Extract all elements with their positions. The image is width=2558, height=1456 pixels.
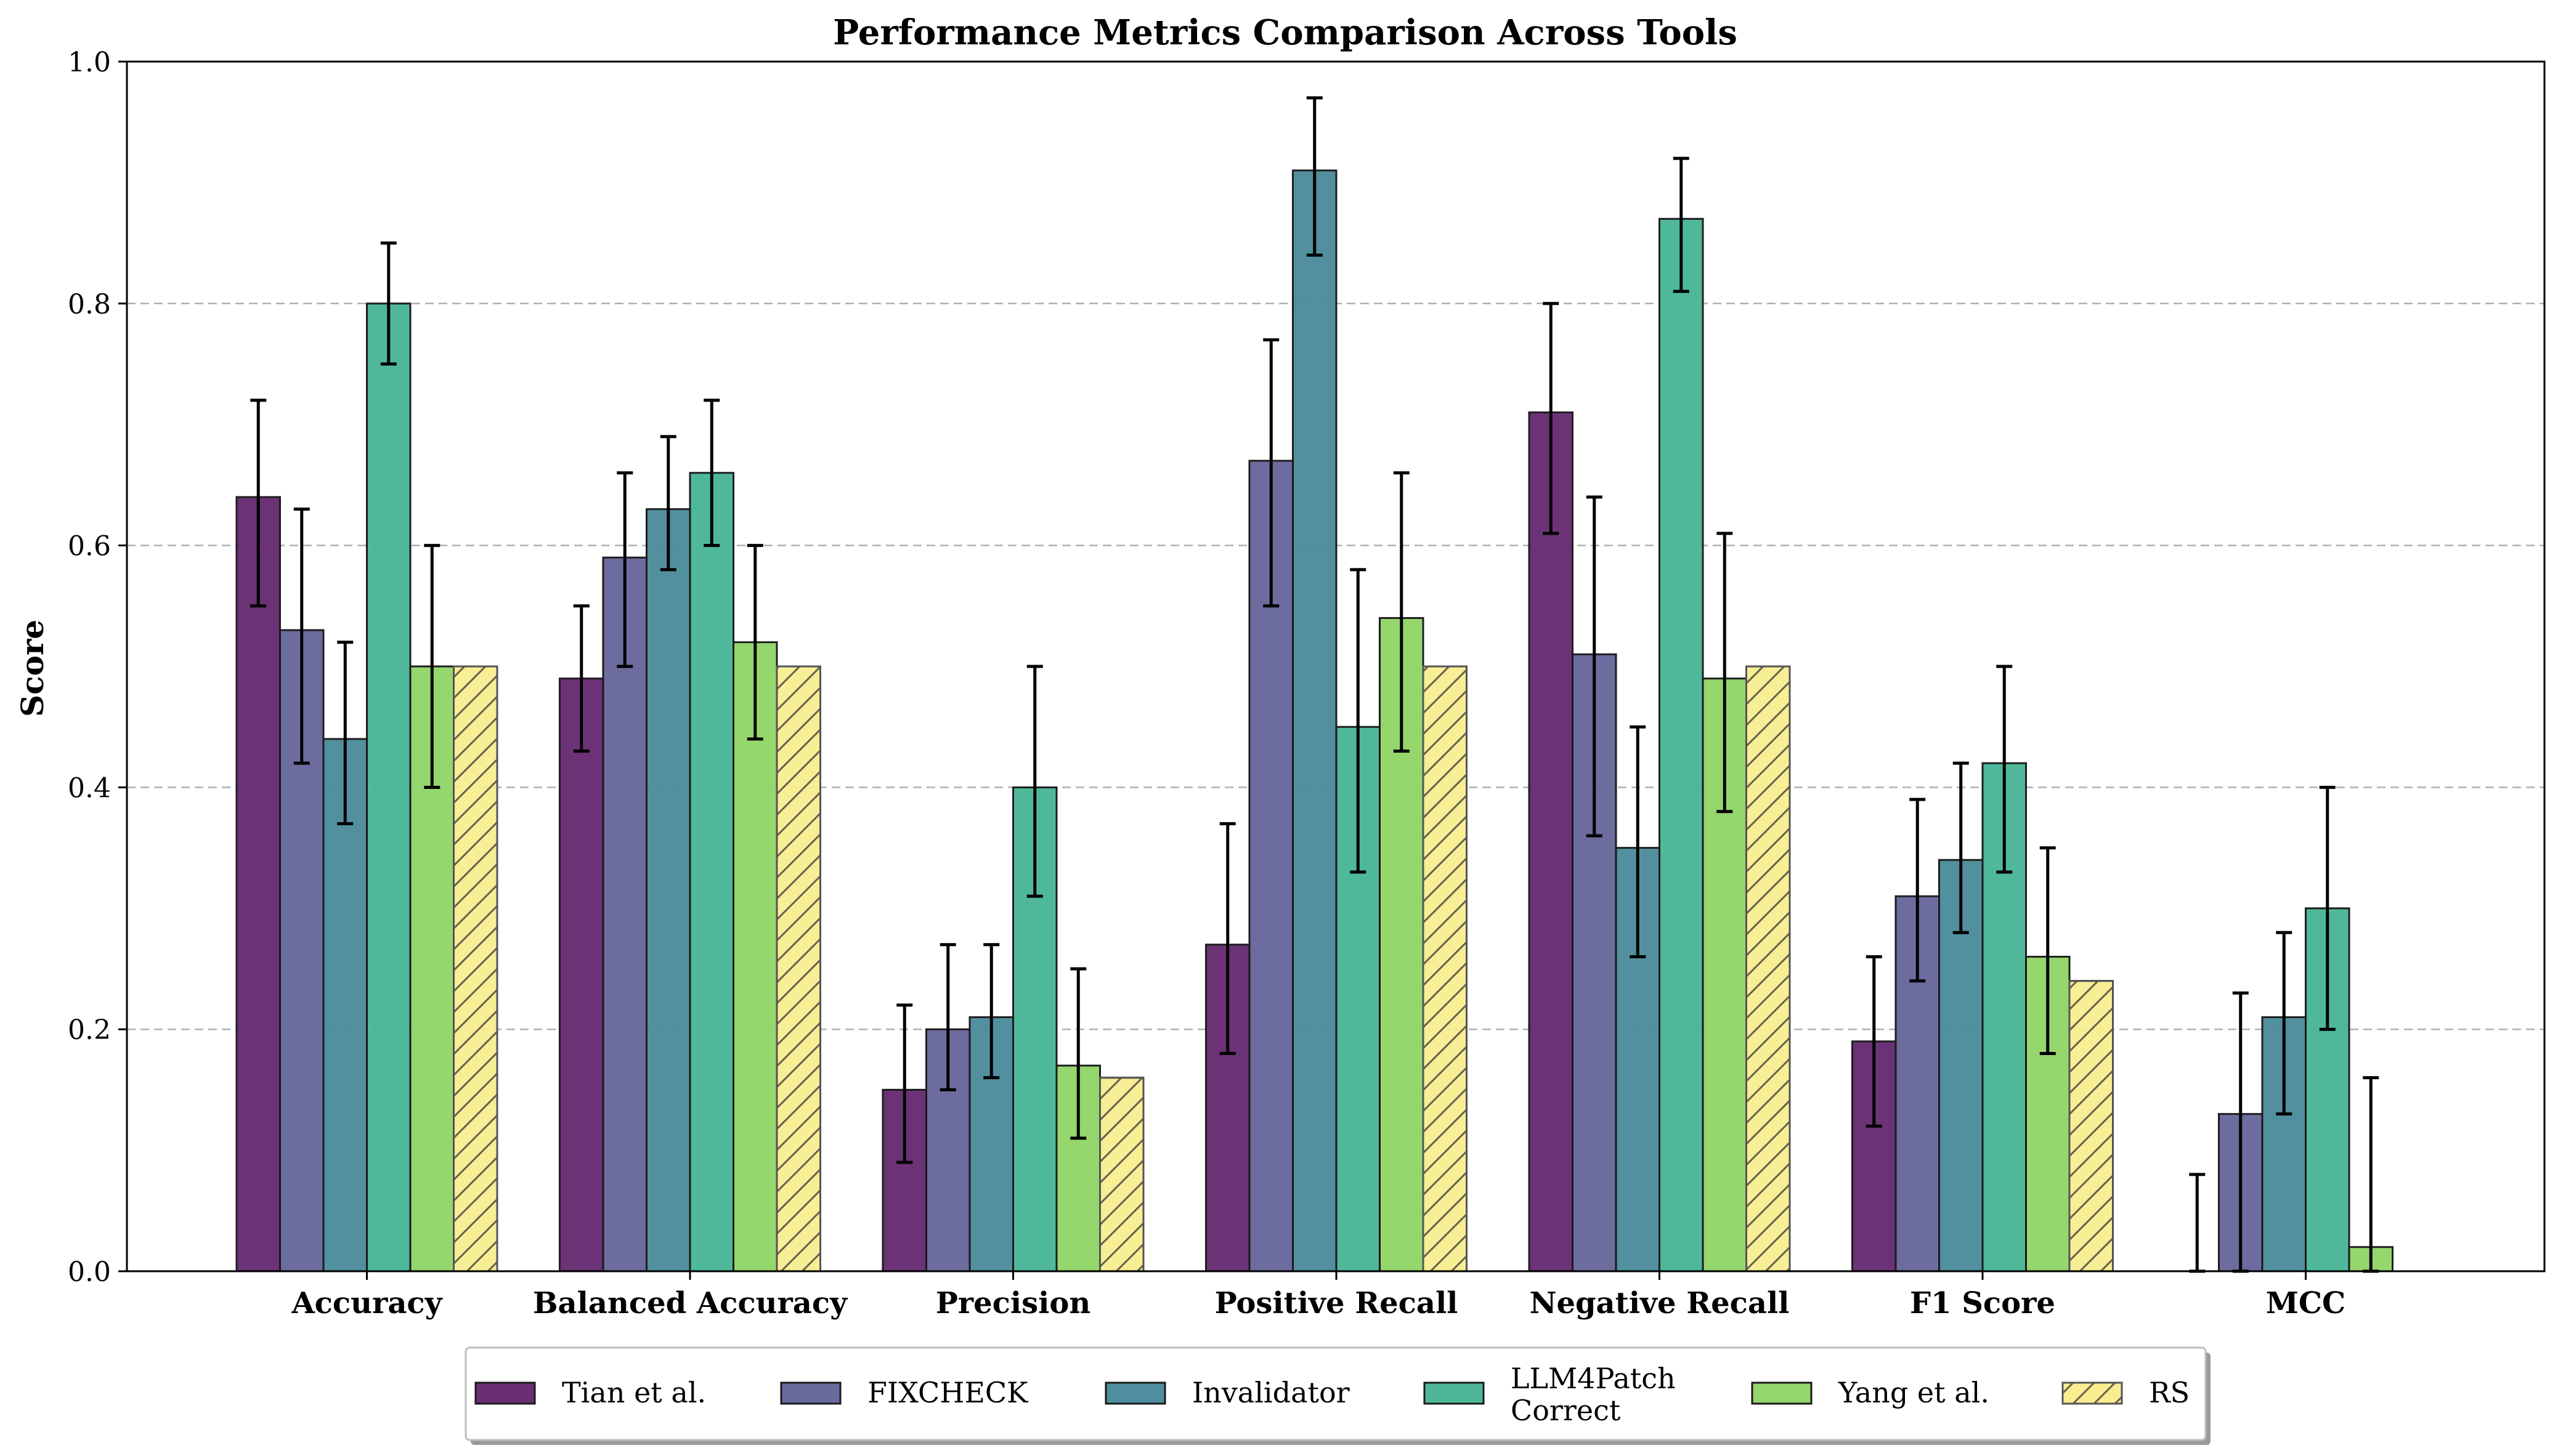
bar [733,641,778,1272]
bar [322,738,368,1272]
x-tick-label: Positive Recall [1215,1286,1458,1321]
legend-label: Yang et al. [1838,1376,1989,1409]
legend-swatch [474,1381,536,1405]
bar-hatch [776,665,821,1272]
legend-swatch [780,1381,842,1405]
bar-hatch [1099,1077,1145,1272]
bar-hatch [1422,665,1468,1272]
y-tick-label: 0.6 [68,531,111,562]
tick-labels: 0.0 0.2 0.4 0.6 0.8 1.0 Accuracy Balanced Accur… [68,47,2345,1321]
y-tick-label: 0.8 [68,289,111,320]
bar-hatch [1745,665,1791,1272]
x-tick-label: Negative Recall [1530,1286,1790,1321]
legend-swatch [1751,1381,1813,1405]
bar [1659,217,1704,1272]
x-tick-label: Balanced Accuracy [533,1286,848,1321]
bar [1528,411,1573,1272]
legend-swatch-hatch [2061,1381,2123,1405]
y-tick-label: 0.2 [68,1014,111,1046]
legend-label: Invalidator [1192,1376,1350,1409]
bar [235,496,281,1272]
y-tick-label: 0.0 [68,1256,111,1288]
chart-title: Performance Metrics Comparison Across To… [833,12,1737,53]
legend-box [465,1346,2207,1441]
bar [689,472,734,1272]
bar [646,508,691,1272]
bar [559,677,604,1272]
bar [1055,1064,1101,1272]
legend: Tian et al. FIXCHECK Invalidator LLM4PatchC… [465,1346,2211,1445]
bar-hatch [2068,980,2114,1272]
x-tick-label: MCC [2266,1286,2346,1321]
legend-label: RS [2149,1376,2190,1409]
y-axis-label: Score [14,620,51,717]
axes [118,60,2546,1280]
legend-label: LLM4Patch [1511,1362,1676,1395]
y-tick-label: 0.4 [68,772,111,804]
x-tick-label: Accuracy [291,1286,443,1321]
legend-swatch [1105,1381,1166,1405]
bar-hatch [453,665,498,1272]
x-tick-label: Precision [936,1286,1091,1321]
bar [1292,169,1338,1272]
y-tick-label: 1.0 [68,47,111,78]
legend-label: FIXCHECK [867,1376,1029,1409]
error-bars [250,96,2379,1273]
plot-frame [126,60,2546,1272]
legend-swatch [1423,1381,1485,1405]
bars [235,169,2394,1272]
legend-label: Tian et al. [562,1376,706,1409]
bar [366,302,412,1272]
legend-label: Correct [1511,1394,1621,1427]
x-tick-label: F1 Score [1910,1286,2055,1321]
